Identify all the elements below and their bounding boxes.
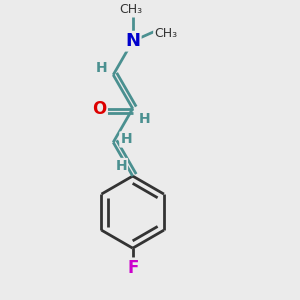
Text: CH₃: CH₃	[120, 3, 143, 16]
Text: F: F	[127, 259, 138, 277]
Text: CH₃: CH₃	[154, 27, 177, 40]
Text: H: H	[138, 112, 150, 126]
Text: H: H	[115, 159, 127, 173]
Text: O: O	[92, 100, 106, 118]
Text: H: H	[96, 61, 107, 75]
Text: N: N	[125, 32, 140, 50]
Text: H: H	[120, 132, 132, 146]
